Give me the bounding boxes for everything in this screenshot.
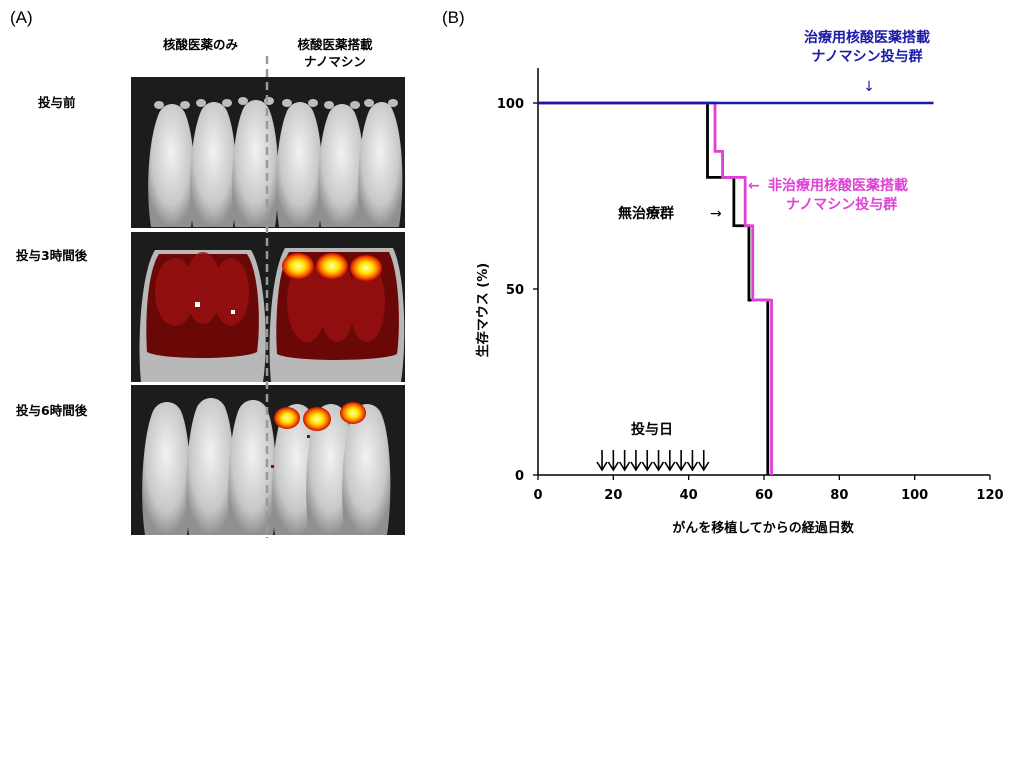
col-header-nucleic-only: 核酸医薬のみ [138, 36, 263, 53]
series-label-treated-line1: 治療用核酸医薬搭載 [804, 29, 930, 46]
chart-axes [537, 68, 990, 476]
x-tick-label-120: 120 [976, 488, 1003, 503]
x-tick-label-0: 0 [533, 488, 542, 503]
series-label-control-arrow: ← [748, 178, 760, 194]
dosing-arrows [596, 450, 710, 472]
y-tick-label-0: 0 [515, 469, 524, 484]
group-separator-dashed-line [265, 56, 269, 538]
panel-b-letter: (B) [442, 8, 465, 27]
dosing-arrow-head-6 [664, 461, 676, 472]
dosing-arrow-head-2 [618, 461, 631, 472]
series-line-1 [538, 101, 773, 475]
row-label-3h: 投与3時間後 [16, 248, 88, 263]
series-label-control-line2: ナノマシン投与群 [786, 196, 897, 213]
x-tick-label-20: 20 [604, 488, 622, 503]
series-label-untreated: 無治療群 [618, 205, 674, 222]
series-label-treated-line2: ナノマシン投与群 [811, 48, 922, 65]
x-axis-label: がんを移植してからの経過日数 [672, 520, 855, 536]
col-header-nanomachine: 核酸医薬搭載 ナノマシン [270, 36, 400, 70]
dosing-arrow-head-1 [607, 461, 620, 472]
series-label-control-line1: 非治療用核酸医薬搭載 [768, 177, 908, 194]
dosing-arrow-head-4 [641, 461, 653, 472]
dosing-arrow-head-3 [630, 461, 642, 472]
y-axis-label: 生存マウス (%) [475, 263, 491, 357]
row-label-before: 投与前 [38, 95, 76, 110]
col-header-nanomachine-line2: ナノマシン [304, 54, 366, 69]
col-header-nanomachine-line1: 核酸医薬搭載 [297, 37, 373, 52]
dosing-label: 投与日 [631, 422, 673, 438]
series-label-untreated-arrow: → [710, 206, 722, 222]
series-line-2 [538, 101, 770, 475]
dosing-arrow-head-5 [652, 461, 665, 472]
col-header-nucleic-only-line: 核酸医薬のみ [162, 37, 238, 52]
y-tick-label-50: 50 [506, 283, 524, 298]
dosing-arrow-head-8 [686, 461, 699, 472]
series-label-treated-arrow: ↓ [863, 79, 875, 95]
chart-lines [538, 101, 934, 475]
x-tick-label-60: 60 [755, 488, 773, 503]
y-tick-label-100: 100 [497, 97, 524, 112]
dosing-arrow-head-0 [596, 461, 608, 472]
mouse-image-3h-svg [139, 248, 405, 382]
survival-chart: 0 20 40 60 80 100 120 0 50 100 生存マウス (%) がんを移植してか… [475, 29, 1004, 536]
chart-ticks: 0 20 40 60 80 100 120 0 50 100 [497, 97, 1004, 503]
dosing-arrow-head-9 [698, 461, 710, 472]
panel-a-letter: (A) [10, 8, 33, 27]
x-tick-label-40: 40 [680, 488, 698, 503]
dosing-arrow-head-7 [675, 461, 687, 472]
x-tick-label-80: 80 [830, 488, 848, 503]
row-label-6h: 投与6時間後 [16, 403, 88, 418]
mouse-image-before-svg [148, 97, 403, 227]
mouse-image-6h-svg [142, 398, 391, 535]
x-tick-label-100: 100 [901, 488, 928, 503]
